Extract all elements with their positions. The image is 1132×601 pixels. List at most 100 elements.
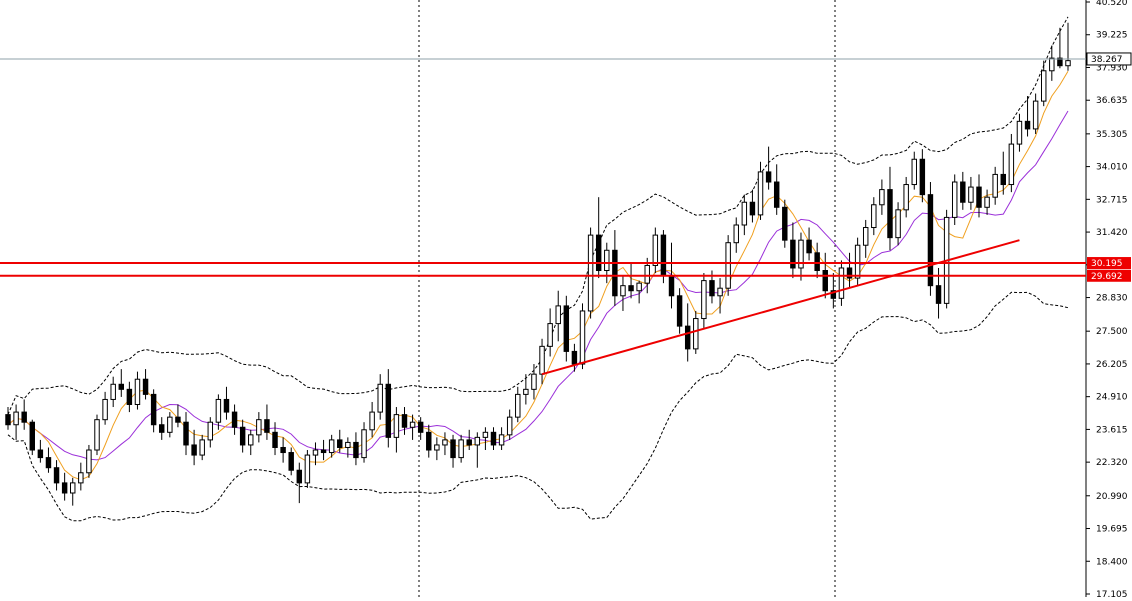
y-tick-label: 31.420: [1096, 228, 1128, 238]
candle-bullish: [256, 419, 262, 436]
candle-bullish: [604, 249, 610, 272]
candle-bearish: [830, 290, 837, 299]
candle-bullish: [94, 419, 100, 451]
candle-bullish: [345, 441, 351, 448]
candle-bullish: [70, 482, 76, 494]
candle-bearish: [175, 416, 181, 423]
candle-bullish: [547, 323, 553, 347]
candle-bearish: [159, 424, 165, 433]
candle-bearish: [490, 431, 497, 446]
candle-bullish: [361, 429, 367, 459]
candle-bullish: [951, 181, 958, 218]
candle-bearish: [709, 280, 715, 297]
candle-bearish: [29, 421, 35, 451]
candle-bearish: [239, 426, 246, 446]
candle-bearish: [417, 421, 424, 433]
candle-bullish: [701, 280, 707, 320]
candle-bullish: [903, 184, 909, 211]
candle-bearish: [466, 439, 472, 446]
candle-bearish: [450, 439, 456, 459]
candle-bullish: [871, 204, 877, 229]
current-price-label: 38.267: [1091, 55, 1123, 65]
trendline: [541, 239, 1020, 376]
candle-bearish: [118, 383, 125, 390]
candle-bearish: [353, 441, 359, 459]
candle-bullish: [377, 383, 383, 413]
candle-bullish: [539, 345, 545, 375]
candle-bullish: [506, 416, 513, 436]
candle-bullish: [895, 209, 901, 239]
candle-bearish: [919, 158, 926, 196]
candle-bearish: [612, 249, 618, 297]
support-price-tag: [1087, 269, 1131, 282]
candle-bullish: [911, 158, 917, 186]
bollinger-upper-band: [7, 16, 1069, 415]
candle-bullish: [587, 234, 594, 312]
support-price-label: 30.195: [1091, 259, 1123, 269]
candle-bearish: [628, 285, 634, 292]
candle-bearish: [5, 414, 11, 426]
candle-bearish: [426, 431, 432, 451]
candle-bearish: [571, 350, 578, 365]
candle-bullish: [304, 454, 311, 484]
candle-bearish: [563, 305, 570, 352]
y-tick-label: 23.615: [1096, 425, 1128, 435]
candle-bearish: [765, 171, 772, 183]
candle-bearish: [822, 270, 828, 292]
candle-bearish: [1024, 120, 1031, 130]
candle-bullish: [498, 434, 505, 446]
candle-bearish: [280, 446, 286, 454]
candle-bullish: [86, 449, 92, 474]
candle-bearish: [191, 444, 197, 456]
support-price-tag: [1087, 257, 1131, 270]
y-tick-label: 36.635: [1096, 96, 1128, 106]
moving-average-purple: [7, 110, 1069, 461]
candle-bearish: [385, 383, 392, 438]
candle-bearish: [790, 239, 796, 269]
y-tick-label: 19.695: [1096, 525, 1128, 535]
candle-bearish: [660, 234, 667, 277]
candle-bullish: [644, 264, 650, 284]
y-tick-label: 20.990: [1096, 492, 1128, 502]
candle-bullish: [717, 287, 723, 297]
candle-bullish: [1032, 100, 1039, 130]
candle-bullish: [515, 393, 521, 418]
candle-bearish: [337, 439, 343, 448]
candle-bullish: [854, 244, 861, 279]
candle-bullish: [757, 171, 764, 216]
candle-bullish: [1016, 120, 1023, 145]
candle-bearish: [21, 411, 27, 423]
candle-bullish: [482, 431, 489, 438]
candle-bearish: [296, 469, 303, 484]
candle-bullish: [1041, 70, 1047, 102]
candle-bearish: [773, 181, 780, 208]
y-tick-label: 35.305: [1096, 130, 1128, 140]
y-tick-label: 34.010: [1096, 163, 1128, 173]
candle-bullish: [733, 224, 739, 244]
candle-bearish: [53, 467, 60, 484]
candle-bullish: [134, 378, 141, 406]
candle-bullish: [369, 411, 375, 431]
candle-bullish: [968, 186, 974, 203]
candle-bullish: [442, 439, 448, 446]
candle-bearish: [45, 457, 52, 469]
y-tick-label: 28.830: [1096, 294, 1128, 304]
candle-bullish: [102, 398, 108, 421]
candle-bullish: [984, 196, 990, 208]
candle-bullish: [652, 234, 659, 266]
candle-bullish: [13, 411, 19, 426]
candle-bullish: [838, 267, 845, 299]
candle-bullish: [78, 472, 84, 484]
candle-bullish: [1008, 143, 1015, 186]
candle-bearish: [960, 181, 966, 203]
candle-bullish: [312, 449, 319, 456]
candle-bullish: [393, 414, 400, 438]
candle-bearish: [150, 393, 157, 426]
candle-bullish: [523, 388, 529, 395]
candle-bullish: [458, 439, 464, 459]
candle-bullish: [474, 436, 481, 446]
bollinger-lower-band: [7, 291, 1069, 522]
candle-bearish: [264, 419, 270, 433]
candle-bearish: [1000, 173, 1006, 186]
y-tick-label: 39.225: [1096, 31, 1128, 41]
